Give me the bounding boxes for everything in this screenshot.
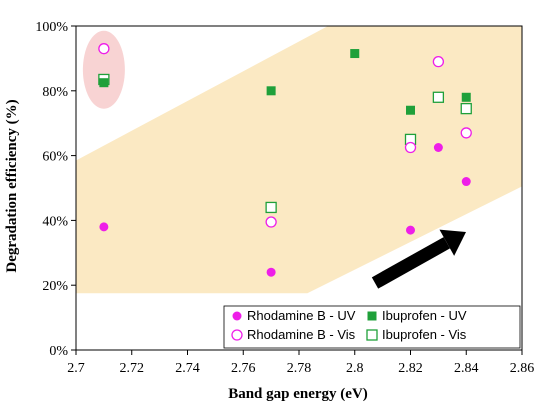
data-point <box>265 216 277 228</box>
legend-label: Ibuprofen - UV <box>382 308 467 323</box>
data-point <box>406 105 415 115</box>
legend-marker <box>232 311 242 321</box>
x-tick-label: 2.78 <box>287 361 312 376</box>
data-point <box>350 49 360 59</box>
data-point <box>432 91 445 103</box>
data-point <box>266 86 276 96</box>
data-point <box>99 78 109 88</box>
data-point <box>266 267 276 277</box>
data-point <box>98 43 110 55</box>
data-point <box>404 141 417 154</box>
y-tick-label: 80% <box>42 85 68 100</box>
legend-label: Rhodamine B - Vis <box>247 327 356 342</box>
x-tick-label: 2.72 <box>120 361 145 376</box>
trend-arrow-shaft <box>371 237 450 289</box>
data-point <box>460 127 472 139</box>
x-tick-label: 2.82 <box>398 361 423 376</box>
legend-label: Rhodamine B - UV <box>247 308 356 323</box>
x-tick-label: 2.76 <box>231 361 256 376</box>
data-points <box>98 43 472 277</box>
data-point <box>461 92 471 102</box>
trend-arrowhead <box>439 229 466 256</box>
highlight-ellipse <box>82 30 125 109</box>
x-tick-label: 2.7 <box>67 361 85 376</box>
x-tick-label: 2.74 <box>175 361 200 376</box>
y-tick-label: 40% <box>42 214 68 229</box>
y-axis-title: Degradation efficiency (%) <box>4 99 20 272</box>
x-tick-label: 2.84 <box>454 361 479 376</box>
y-tick-label: 100% <box>35 20 68 35</box>
legend: Rhodamine B - UV Ibuprofen - UV Rhodamine … <box>223 305 521 349</box>
x-axis-title: Band gap energy (eV) <box>228 386 368 402</box>
data-point <box>461 177 471 187</box>
data-point <box>406 225 415 235</box>
background-annotations <box>76 26 522 294</box>
legend-marker <box>231 329 243 341</box>
data-point <box>460 102 472 115</box>
legend-marker <box>367 311 377 321</box>
data-point <box>433 143 443 152</box>
y-tick-label: 60% <box>42 150 68 165</box>
y-tick-label: 0% <box>49 344 68 359</box>
legend-marker <box>366 329 378 341</box>
x-tick-label: 2.86 <box>510 361 535 376</box>
y-tick-label: 20% <box>42 279 68 294</box>
axes: 2.7 2.72 2.74 2.76 2.78 2.8 2.82 2.84 2.86 0% 20% 4… <box>35 20 534 376</box>
x-tick-label: 2.8 <box>346 361 364 376</box>
data-point <box>432 55 445 68</box>
data-point <box>99 222 109 232</box>
data-point <box>265 201 277 214</box>
legend-label: Ibuprofen - Vis <box>382 327 467 342</box>
